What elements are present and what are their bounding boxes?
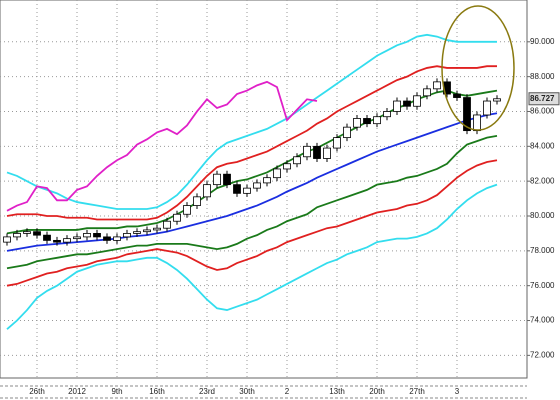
candle-body: [173, 213, 181, 222]
candle-body: [223, 173, 231, 186]
candle-body: [3, 236, 11, 243]
candle-body: [23, 231, 31, 234]
candle-body: [353, 118, 361, 128]
line-series: [6, 183, 498, 330]
line-series: [6, 65, 497, 221]
candle-body: [283, 163, 291, 170]
candle-body: [313, 145, 321, 159]
candle-body: [193, 196, 201, 206]
candle-body: [123, 233, 131, 238]
y-tick-label: 74.000: [530, 316, 555, 325]
y-tick-label: 90.000: [530, 37, 555, 46]
candle-body: [13, 233, 21, 238]
candle-body: [163, 220, 171, 229]
x-tick-label: 9th: [111, 387, 122, 396]
x-tick-label: 2: [285, 387, 290, 396]
candle-body: [103, 236, 111, 241]
candle-body: [203, 184, 211, 198]
candle-body: [183, 205, 191, 215]
candle-body: [343, 126, 351, 139]
candle-body: [43, 234, 51, 241]
y-tick-label: 78.000: [530, 246, 555, 255]
y-tick-label: 84.000: [530, 141, 555, 150]
candle-body: [423, 88, 431, 97]
candle-body: [63, 238, 71, 243]
candle-body: [233, 184, 241, 194]
candle-body: [113, 236, 121, 241]
y-tick-label: 88.000: [530, 72, 555, 81]
candle-body: [73, 236, 81, 240]
x-tick-label: 27th: [409, 387, 425, 396]
line-series: [6, 33, 497, 210]
x-tick-label: 23rd: [199, 387, 215, 396]
x-tick-label: 2012: [68, 387, 86, 396]
line-series: [6, 80, 318, 212]
candle-body: [393, 100, 401, 112]
candle-body: [93, 233, 101, 238]
candle-body: [433, 81, 441, 90]
candle-body: [83, 233, 91, 238]
candle-body: [213, 173, 221, 186]
candle-body: [153, 227, 161, 231]
plot-frame: [0, 0, 528, 379]
candle-body: [243, 187, 251, 194]
candle-body: [133, 231, 141, 234]
candle-body: [453, 93, 461, 98]
candle-body: [33, 231, 41, 236]
plot: [0, 0, 527, 378]
last-price-label: 86.727: [530, 94, 555, 103]
candle-body: [293, 156, 301, 165]
x-tick-label: 26th: [29, 387, 45, 396]
line-series: [6, 134, 498, 270]
candle-body: [403, 100, 411, 107]
candle-body: [463, 97, 471, 132]
x-tick-label: 13th: [329, 387, 345, 396]
y-tick-label: 82.000: [530, 176, 555, 185]
candle-body: [493, 98, 501, 102]
candle-body: [253, 182, 261, 189]
highlight-ellipse: [441, 5, 515, 131]
candle-body: [413, 95, 421, 107]
candle-body: [273, 168, 281, 179]
y-tick-label: 72.000: [530, 350, 555, 359]
y-tick-label: 80.000: [530, 211, 555, 220]
line-series: [6, 159, 498, 287]
candle-body: [53, 239, 61, 243]
candle-body: [333, 137, 341, 149]
x-tick-label: 20th: [369, 387, 385, 396]
line-series: [6, 112, 498, 252]
candle-body: [143, 229, 151, 233]
y-tick-label: 76.000: [530, 281, 555, 290]
candle-body: [483, 100, 491, 116]
candle-body: [303, 145, 311, 158]
candle-body: [373, 116, 381, 125]
x-tick-label: 30th: [239, 387, 255, 396]
y-tick-label: 86.000: [530, 107, 555, 116]
candle-body: [263, 177, 271, 184]
candle-body: [473, 114, 481, 132]
x-tick-label: 16th: [149, 387, 165, 396]
candle-body: [383, 111, 391, 118]
candle-body: [323, 147, 331, 159]
last-price-box: [528, 92, 560, 106]
candle-body: [363, 118, 371, 125]
x-tick-label: 3: [455, 387, 460, 396]
